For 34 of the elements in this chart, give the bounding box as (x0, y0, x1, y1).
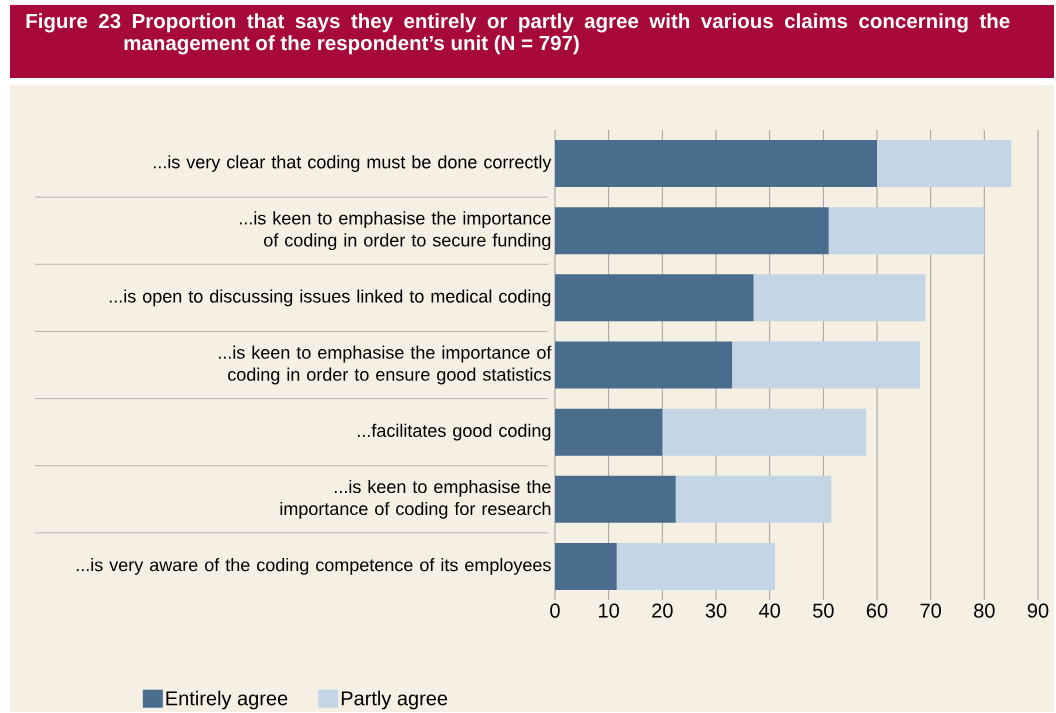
bar (555, 475, 676, 523)
y-tick-label: ...is open to discussing issues linked to medical coding (109, 289, 551, 307)
bar (662, 408, 867, 456)
x-tick-label: 80 (974, 603, 995, 618)
legend-label: Entirely agree (166, 690, 288, 710)
bar (555, 542, 617, 590)
bar (753, 274, 926, 322)
x-tick-label: 60 (866, 603, 888, 618)
y-tick-label: ...is keen to emphasise the importance of coding for research (280, 479, 551, 519)
y-tick-label: ...facilitates good coding (357, 423, 551, 441)
x-tick-label: 90 (1027, 603, 1049, 618)
y-tick-label: ...is very clear that coding must be done correctly (153, 155, 552, 172)
bar (732, 341, 920, 389)
bar (555, 408, 663, 456)
y-tick-label: ...is keen to emphasise the importance of coding in order to secure funding (239, 211, 551, 251)
bar (877, 140, 1012, 188)
x-tick-label: 0 (550, 603, 560, 618)
y-tick-label: ...is keen to emphasise the importance of coding in order to ensure good statistics (218, 345, 552, 385)
x-tick-label: 20 (652, 603, 673, 618)
x-tick-label: 10 (599, 603, 619, 618)
legend-label: Partly agree (341, 690, 448, 710)
bar (555, 207, 829, 255)
bar (828, 207, 985, 255)
x-tick-label: 40 (759, 603, 780, 618)
chart-title: Figure 23 Proportion that says they entirely or partly agree with various claims concerning the management of the respondent’s unit (N = 797) (26, 13, 1010, 55)
bar (555, 274, 754, 322)
x-tick-label: 30 (705, 603, 727, 618)
bar (616, 542, 776, 590)
bar (675, 475, 832, 523)
y-tick-label: ...is very aware of the coding competence of its employees (76, 558, 551, 575)
x-tick-label: 50 (813, 603, 834, 618)
x-tick-label: 70 (920, 603, 941, 618)
bar (555, 140, 877, 188)
bar (555, 341, 733, 389)
